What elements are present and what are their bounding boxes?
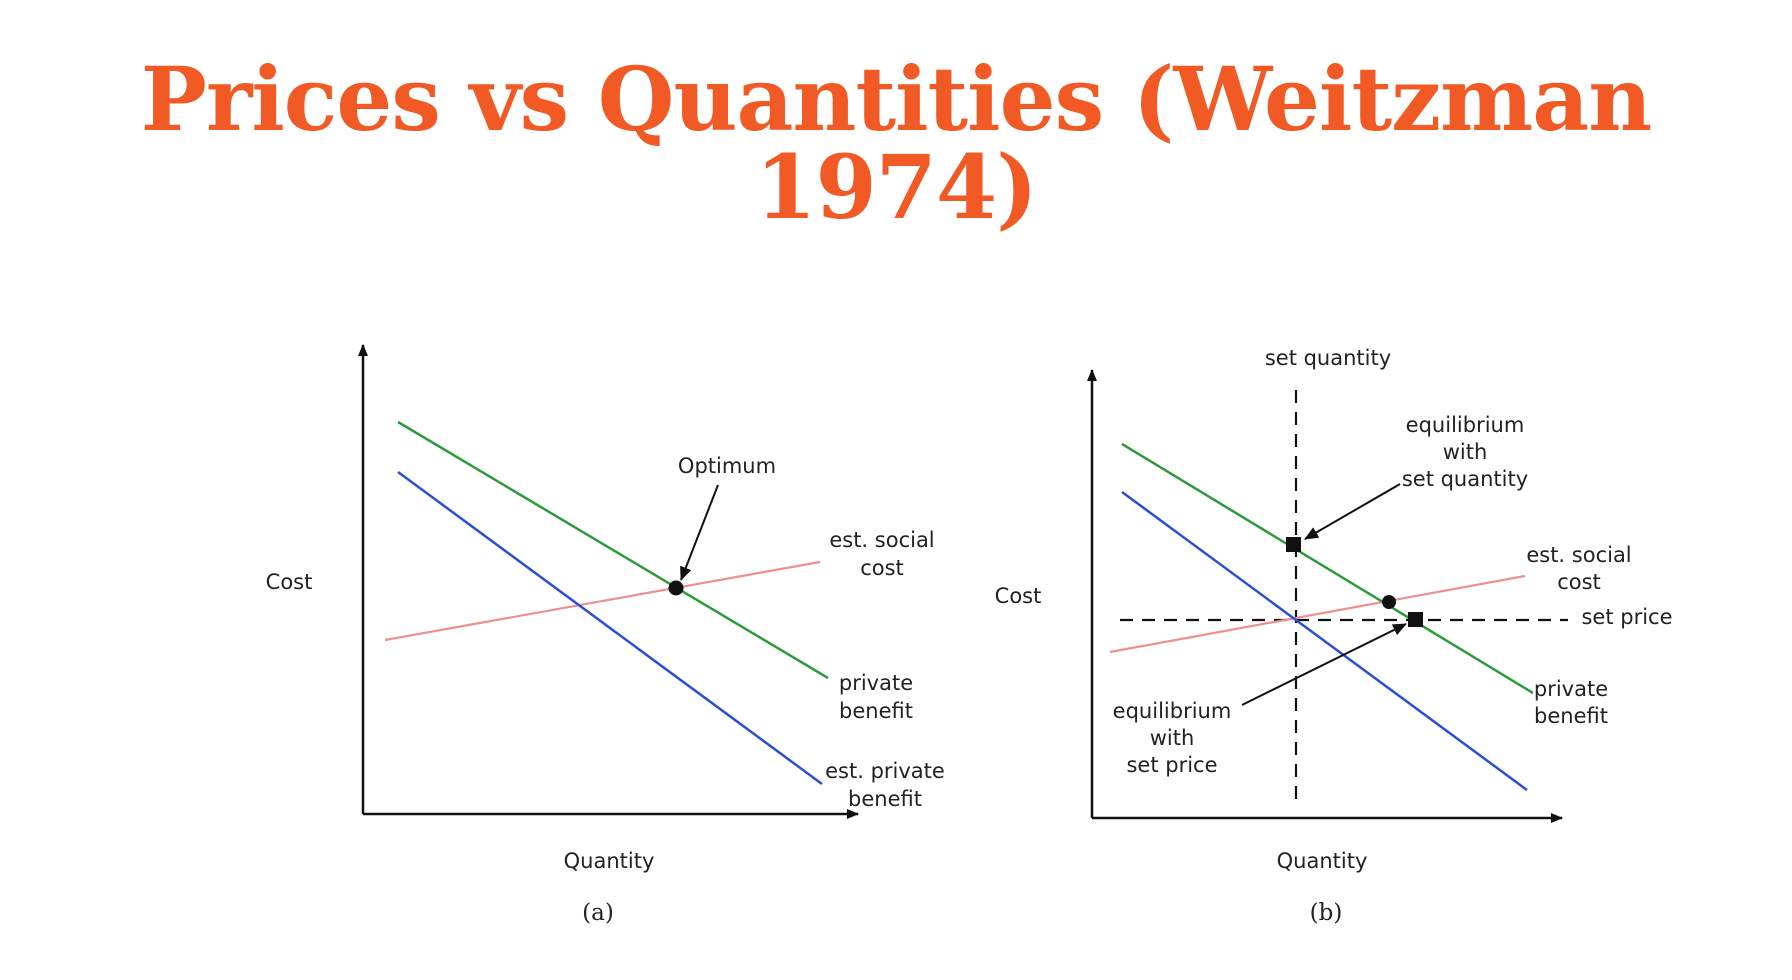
panel-a-x-label: Quantity bbox=[564, 849, 655, 873]
panel-b-eq-price-label-3: set price bbox=[1126, 753, 1217, 777]
panel-b-optimum-point bbox=[1382, 595, 1396, 609]
panel-b-y-label: Cost bbox=[995, 584, 1042, 608]
panel-a-optimum-point bbox=[668, 580, 684, 596]
panel-a-private-benefit-line bbox=[397, 420, 829, 680]
panel-a-caption: (a) bbox=[582, 900, 614, 926]
panel-a-est-private-benefit-line bbox=[397, 470, 823, 786]
panel-b-eq-price-label-2: with bbox=[1150, 726, 1195, 750]
panel-b: set quantity equilibrium with set quanti… bbox=[995, 346, 1673, 926]
panel-b-set-price-label: set price bbox=[1581, 605, 1672, 629]
panel-a-y-label: Cost bbox=[266, 570, 313, 594]
panel-a-est-private-benefit-label-2: benefit bbox=[848, 787, 922, 811]
panel-b-est-private-benefit-line bbox=[1121, 490, 1528, 792]
panel-b-social-cost-label-1: est. social bbox=[1526, 543, 1631, 567]
panel-a-optimum-arrow bbox=[680, 484, 719, 581]
panel-b-set-quantity-label: set quantity bbox=[1265, 346, 1391, 370]
panel-a-private-benefit-label-2: benefit bbox=[839, 699, 913, 723]
panel-a-optimum-label: Optimum bbox=[678, 454, 776, 478]
panel-a-private-benefit-label-1: private bbox=[839, 671, 913, 695]
panel-b-eq-quantity-label-3: set quantity bbox=[1402, 467, 1528, 491]
panel-b-est-social-cost-line bbox=[1109, 574, 1526, 654]
panel-b-caption: (b) bbox=[1310, 900, 1343, 926]
panel-a-est-social-cost-line bbox=[384, 560, 821, 642]
panel-b-eq-quantity-arrow bbox=[1304, 483, 1401, 540]
panel-b-private-benefit-line bbox=[1121, 442, 1534, 695]
panel-a-social-cost-label-2: cost bbox=[860, 556, 904, 580]
panel-b-eq-price-label-1: equilibrium bbox=[1113, 699, 1232, 723]
panel-b-eq-set-quantity-point bbox=[1286, 537, 1301, 552]
panel-b-eq-set-price-point bbox=[1408, 612, 1423, 627]
panel-a-social-cost-label-1: est. social bbox=[829, 528, 934, 552]
panel-a: Optimum est. social cost private benefit… bbox=[266, 344, 945, 926]
panel-a-est-private-benefit-label-1: est. private bbox=[825, 759, 945, 783]
panel-b-eq-price-arrow bbox=[1241, 623, 1407, 706]
panel-b-x-label: Quantity bbox=[1277, 849, 1368, 873]
panel-b-private-benefit-label-2: benefit bbox=[1534, 704, 1608, 728]
panel-b-social-cost-label-2: cost bbox=[1557, 570, 1601, 594]
panel-b-private-benefit-label-1: private bbox=[1534, 677, 1608, 701]
panel-b-eq-quantity-label-2: with bbox=[1443, 440, 1488, 464]
page-title: Prices vs Quantities (Weitzman 1974) bbox=[140, 47, 1652, 239]
panel-b-eq-quantity-label-1: equilibrium bbox=[1406, 413, 1525, 437]
